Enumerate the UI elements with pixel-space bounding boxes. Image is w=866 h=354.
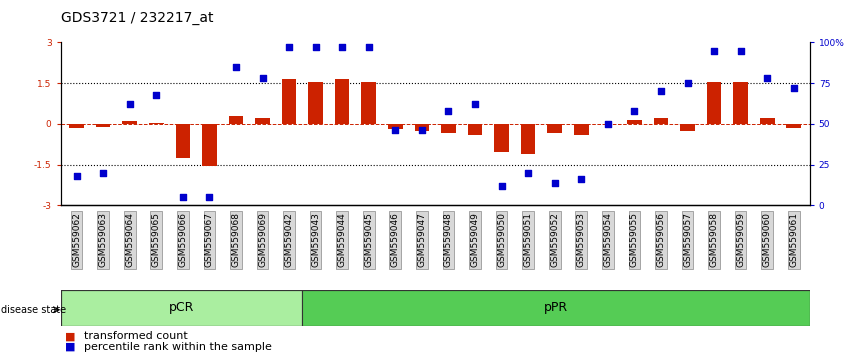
Point — [149, 92, 163, 97]
Point — [654, 88, 668, 94]
Point — [574, 176, 588, 182]
Bar — [202, 124, 216, 166]
Text: GSM559067: GSM559067 — [205, 212, 214, 267]
Bar — [680, 124, 695, 131]
Text: GDS3721 / 232217_at: GDS3721 / 232217_at — [61, 11, 213, 25]
Text: GSM559049: GSM559049 — [470, 212, 480, 267]
Text: GSM559052: GSM559052 — [550, 212, 559, 267]
Text: GSM559045: GSM559045 — [365, 212, 373, 267]
Bar — [520, 124, 535, 154]
Point — [442, 108, 456, 114]
Point — [176, 194, 190, 200]
Point — [548, 180, 562, 185]
Bar — [494, 124, 509, 152]
Bar — [176, 124, 191, 158]
Point — [415, 127, 429, 133]
Text: GSM559062: GSM559062 — [72, 212, 81, 267]
Point — [469, 102, 482, 107]
Bar — [335, 79, 350, 124]
Bar — [308, 82, 323, 124]
Bar — [468, 124, 482, 135]
Bar — [69, 124, 84, 128]
Text: GSM559055: GSM559055 — [630, 212, 639, 267]
Point — [308, 45, 322, 50]
Bar — [96, 124, 111, 127]
Text: GSM559053: GSM559053 — [577, 212, 585, 267]
Bar — [707, 82, 721, 124]
Text: GSM559065: GSM559065 — [152, 212, 161, 267]
Bar — [388, 124, 403, 129]
Text: GSM559042: GSM559042 — [285, 212, 294, 267]
Point — [282, 45, 296, 50]
Point — [521, 170, 535, 176]
Text: GSM559043: GSM559043 — [311, 212, 320, 267]
Text: GSM559058: GSM559058 — [709, 212, 719, 267]
Text: pCR: pCR — [169, 302, 194, 314]
Text: transformed count: transformed count — [84, 331, 188, 341]
Text: percentile rank within the sample: percentile rank within the sample — [84, 342, 272, 352]
Bar — [149, 122, 164, 124]
Text: pPR: pPR — [544, 302, 568, 314]
Bar — [654, 119, 669, 124]
Bar — [281, 79, 296, 124]
Text: ■: ■ — [65, 342, 75, 352]
Text: GSM559064: GSM559064 — [126, 212, 134, 267]
Bar — [361, 82, 376, 124]
Text: GSM559051: GSM559051 — [524, 212, 533, 267]
Bar — [627, 120, 642, 124]
Bar — [229, 116, 243, 124]
FancyBboxPatch shape — [61, 290, 302, 326]
Text: GSM559048: GSM559048 — [444, 212, 453, 267]
Text: GSM559044: GSM559044 — [338, 212, 346, 267]
Point — [708, 48, 721, 53]
Text: GSM559054: GSM559054 — [604, 212, 612, 267]
Text: GSM559046: GSM559046 — [391, 212, 400, 267]
Bar — [122, 121, 137, 124]
Text: GSM559047: GSM559047 — [417, 212, 426, 267]
Point — [335, 45, 349, 50]
Point — [388, 127, 402, 133]
Text: GSM559066: GSM559066 — [178, 212, 187, 267]
Text: GSM559050: GSM559050 — [497, 212, 506, 267]
Point — [229, 64, 242, 70]
Text: GSM559056: GSM559056 — [656, 212, 665, 267]
Text: GSM559061: GSM559061 — [789, 212, 798, 267]
FancyBboxPatch shape — [302, 290, 810, 326]
Point — [203, 194, 216, 200]
Bar — [574, 124, 589, 135]
Point — [601, 121, 615, 127]
Text: GSM559060: GSM559060 — [763, 212, 772, 267]
Point — [123, 102, 137, 107]
Point — [96, 170, 110, 176]
Text: GSM559057: GSM559057 — [683, 212, 692, 267]
Text: GSM559069: GSM559069 — [258, 212, 267, 267]
Bar — [415, 124, 430, 131]
Bar — [547, 124, 562, 133]
Text: GSM559063: GSM559063 — [99, 212, 107, 267]
Point — [255, 75, 269, 81]
Bar — [734, 82, 748, 124]
Text: GSM559059: GSM559059 — [736, 212, 745, 267]
Point — [787, 85, 801, 91]
Text: GSM559068: GSM559068 — [231, 212, 241, 267]
Point — [760, 75, 774, 81]
Point — [362, 45, 376, 50]
Point — [628, 108, 642, 114]
Bar — [786, 124, 801, 128]
Point — [681, 80, 695, 86]
Point — [494, 183, 508, 189]
Bar — [759, 118, 774, 124]
Bar — [255, 118, 270, 124]
Point — [734, 48, 747, 53]
Text: ■: ■ — [65, 331, 75, 341]
Bar — [441, 124, 456, 133]
Point — [69, 173, 83, 179]
Text: disease state: disease state — [1, 305, 66, 315]
